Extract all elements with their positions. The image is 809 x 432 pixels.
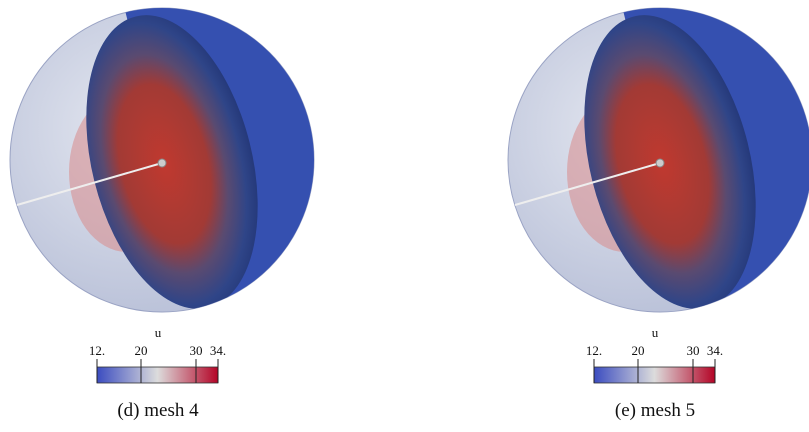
colorbar: u 12. 20 30 34. — [89, 325, 226, 383]
figure: u 12. 20 30 34. (d) mesh 4 u 12. 20 30 34. (e) mesh… — [0, 0, 809, 432]
sphere-render — [10, 0, 324, 327]
sphere-render — [508, 0, 809, 327]
caption: (d) mesh 4 — [117, 400, 199, 421]
colorbar-tick-label: 34. — [210, 343, 226, 358]
colorbar-tick-label: 12. — [89, 343, 105, 358]
colorbar-tick-label: 20 — [632, 343, 645, 358]
colorbar-tick-label: 30 — [190, 343, 203, 358]
colorbar-tick-label: 12. — [586, 343, 602, 358]
panel: u 12. 20 30 34. (e) mesh 5 — [508, 0, 809, 421]
colorbar-bar — [97, 367, 218, 383]
colorbar: u 12. 20 30 34. — [586, 325, 723, 383]
colorbar-tick-label: 30 — [687, 343, 700, 358]
caption: (e) mesh 5 — [615, 400, 695, 421]
colorbar-tick-label: 34. — [707, 343, 723, 358]
colorbar-bar — [594, 367, 715, 383]
center-dot — [158, 159, 166, 167]
colorbar-title: u — [652, 325, 659, 340]
colorbar-tick-label: 20 — [135, 343, 148, 358]
colorbar-title: u — [155, 325, 162, 340]
center-dot — [656, 159, 664, 167]
panel: u 12. 20 30 34. (d) mesh 4 — [10, 0, 324, 421]
